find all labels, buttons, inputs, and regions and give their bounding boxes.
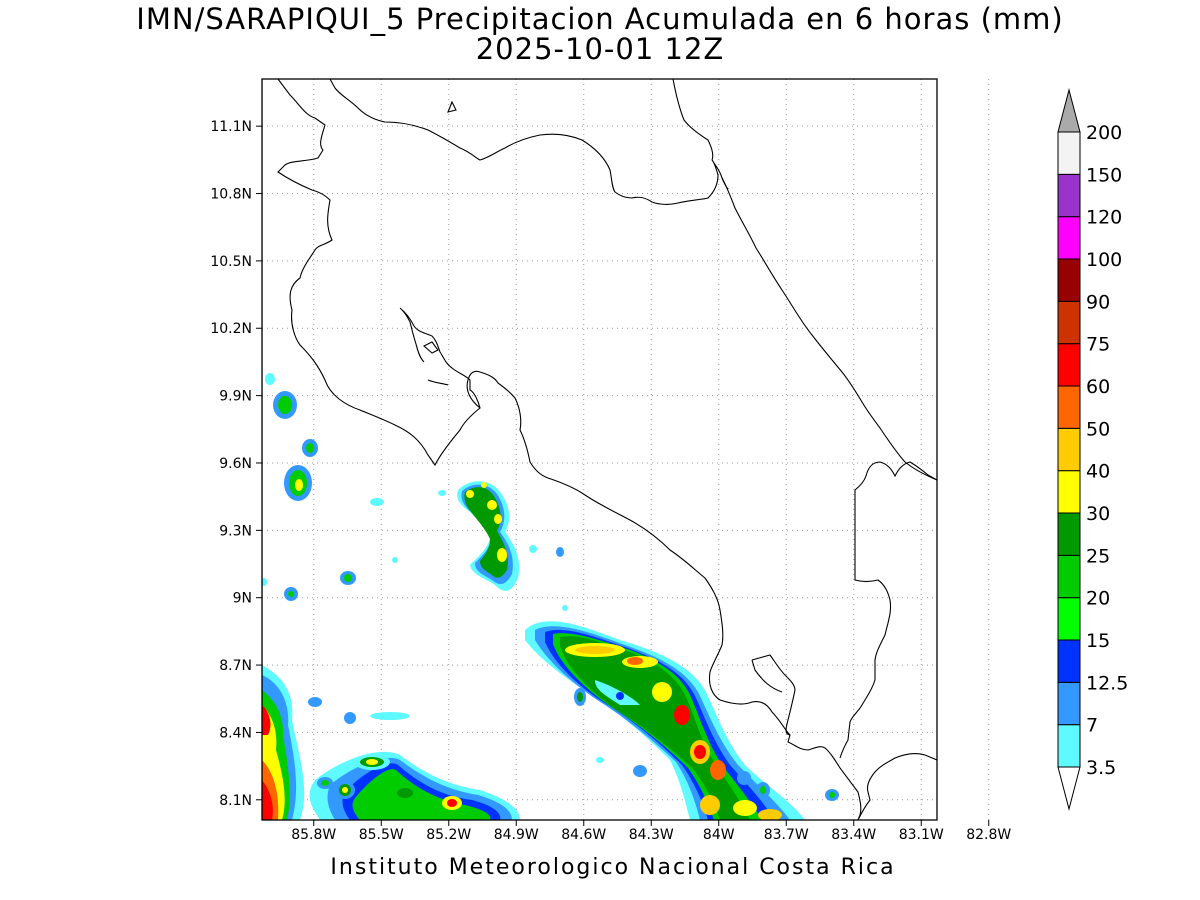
colorbar-swatch — [1057, 512, 1081, 556]
colorbar-bottom-arrow — [1057, 766, 1081, 811]
map-title: IMN/SARAPIQUI_5 Precipitacion Acumulada … — [136, 2, 1064, 36]
rain-cells-central — [457, 481, 520, 591]
lon-tick-label: 84.9W — [494, 827, 539, 843]
lat-tick-label: 8.7N — [219, 658, 252, 674]
precipitation-field — [262, 373, 839, 820]
colorbar-swatch — [1057, 173, 1081, 218]
colorbar-label: 60 — [1086, 376, 1110, 398]
colorbar-top-arrow — [1057, 88, 1081, 133]
colorbar-label: 12.5 — [1086, 672, 1128, 694]
lon-tick-label: 83.7W — [764, 827, 809, 843]
colorbar-label: 15 — [1086, 630, 1110, 652]
lat-tick-label: 10.5N — [210, 254, 252, 270]
colorbar-swatch — [1057, 385, 1081, 429]
plot-frame — [261, 78, 938, 821]
colorbar-label: 100 — [1086, 249, 1122, 271]
rain-band-southwest — [262, 665, 520, 820]
colorbar-label: 30 — [1086, 503, 1110, 525]
colorbar-swatch — [1057, 258, 1081, 302]
lat-tick-label: 8.4N — [219, 725, 252, 741]
colorbar-swatch — [1057, 427, 1081, 472]
colorbar-label: 40 — [1086, 461, 1110, 483]
colorbar-swatch — [1057, 131, 1081, 175]
colorbar-swatch — [1057, 554, 1081, 599]
colorbar-label: 75 — [1086, 334, 1110, 356]
colorbar-label: 3.5 — [1086, 757, 1116, 779]
lon-tick-label: 85.8W — [291, 827, 336, 843]
colorbar-label: 20 — [1086, 588, 1110, 610]
lat-tick-label: 10.8N — [210, 187, 252, 203]
colorbar-swatch — [1057, 343, 1081, 387]
lat-tick-label: 9.9N — [219, 389, 252, 405]
lat-tick-label: 11.1N — [210, 119, 252, 135]
colorbar-swatch — [1057, 639, 1081, 683]
colorbar-label: 90 — [1086, 291, 1110, 313]
lon-tick-label: 83.1W — [899, 827, 944, 843]
lon-tick-label: 84W — [703, 827, 735, 843]
colorbar: 3.5 7 12.5 15 20 25 30 40 50 60 75 90 100 120 150 200 — [1057, 88, 1128, 811]
lon-tick-label: 85.2W — [426, 827, 471, 843]
lon-tick-label: 84.6W — [561, 827, 606, 843]
colorbar-label: 50 — [1086, 418, 1110, 440]
colorbar-swatch — [1057, 470, 1081, 514]
lat-tick-label: 9.3N — [219, 523, 252, 539]
rain-cells-isolated — [262, 373, 839, 801]
colorbar-swatch — [1057, 300, 1081, 345]
rain-band-south — [525, 621, 805, 820]
colorbar-label: 7 — [1086, 715, 1098, 737]
colorbar-label: 25 — [1086, 545, 1110, 567]
lon-tick-label: 83.4W — [831, 827, 876, 843]
colorbar-label: 150 — [1086, 164, 1122, 186]
latitude-axis: 11.1N 10.8N 10.5N 10.2N 9.9N 9.6N 9.3N 9N 8.7N 8.… — [210, 119, 262, 809]
lat-tick-label: 9.6N — [219, 456, 252, 472]
colorbar-label: 120 — [1086, 207, 1122, 229]
colorbar-swatch — [1057, 724, 1081, 768]
colorbar-label: 200 — [1086, 122, 1122, 144]
longitude-axis: 85.8W 85.5W 85.2W 84.9W 84.6W 84.3W 84W 83.7W 83… — [291, 820, 1011, 843]
footer-credit: Instituto Meteorologico Nacional Costa R… — [330, 855, 896, 880]
lon-tick-label: 85.5W — [359, 827, 404, 843]
colorbar-swatch — [1057, 681, 1081, 726]
lat-tick-label: 8.1N — [219, 793, 252, 809]
lat-tick-label: 10.2N — [210, 321, 252, 337]
colorbar-swatch — [1057, 597, 1081, 641]
lon-tick-label: 84.3W — [629, 827, 674, 843]
lat-tick-label: 9N — [233, 591, 252, 607]
colorbar-swatch — [1057, 216, 1081, 260]
map-date: 2025-10-01 12Z — [475, 32, 725, 66]
lon-tick-label: 82.8W — [966, 827, 1011, 843]
coastline — [262, 79, 937, 820]
